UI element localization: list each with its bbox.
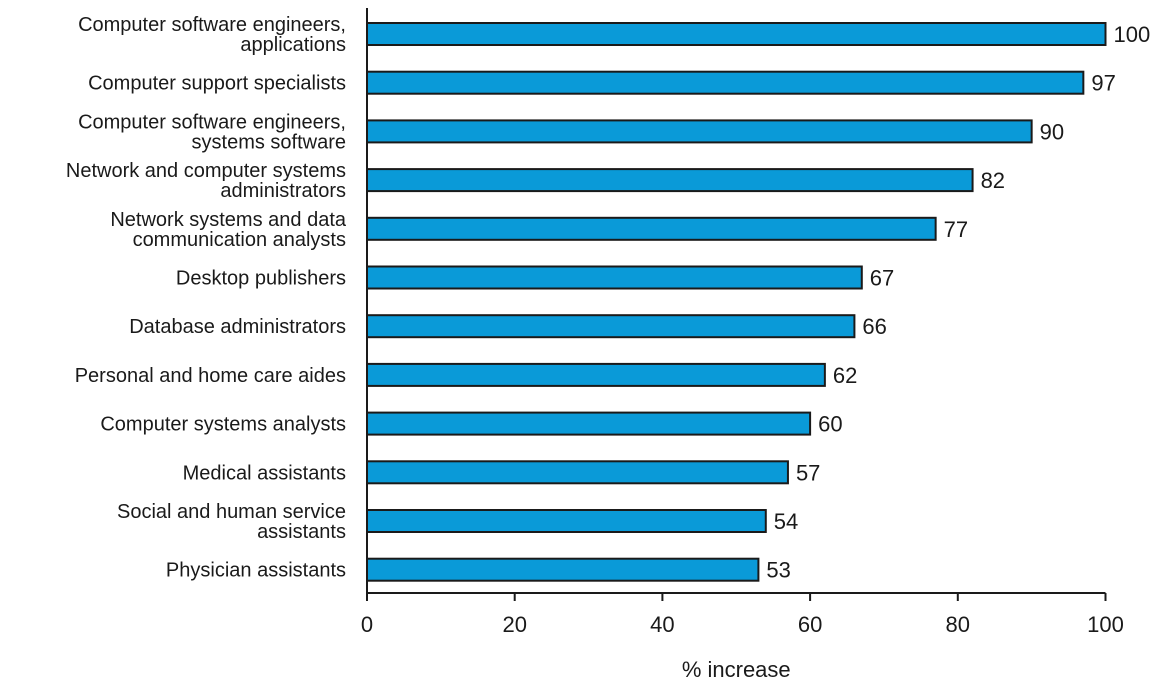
value-label: 60 [818,412,842,437]
category-label: Network systems and data communication an… [110,209,347,251]
category-label-line: Network and computer systems [66,160,346,182]
value-label: 100 [1114,22,1151,47]
value-label: 82 [981,168,1005,193]
category-label-line: Computer systems analysts [100,414,346,436]
category-label-line: Social and human service [117,501,346,523]
category-label: Computer software engineers, systems soft… [78,111,346,153]
value-label: 54 [774,509,798,534]
category-label-line: systems software [192,131,346,153]
value-label: 67 [870,266,894,291]
category-label-line: Personal and home care aides [75,365,346,387]
bar [366,362,826,387]
bar [366,411,812,436]
value-label: 62 [833,363,857,388]
category-label: Computer support specialists [88,73,346,95]
x-axis-ticks: 0 20 40 60 80 100 [361,593,1124,637]
x-axis-title: % increase [682,657,791,682]
x-tick-label: 80 [946,612,970,637]
category-label-line: Computer support specialists [88,73,346,95]
bar [366,22,1107,46]
category-labels: Computer software engineers, applications… [66,14,347,582]
value-label: 53 [766,558,790,583]
category-label: Computer systems analysts [100,414,346,436]
category-label-line: administrators [220,180,346,202]
category-label-line: Database administrators [129,316,346,338]
bar [366,314,856,339]
category-label: Network and computer systems administrato… [66,160,346,202]
value-label: 77 [944,217,968,242]
category-label: Medical assistants [183,462,346,484]
value-label: 66 [862,314,886,339]
value-label: 90 [1040,119,1064,144]
category-label-line: Computer software engineers, [78,111,346,133]
category-label: Personal and home care aides [75,365,346,387]
bar [366,168,974,193]
category-label-line: Medical assistants [183,462,346,484]
bar [366,70,1085,95]
bar [366,509,767,533]
x-tick-label: 20 [502,612,526,637]
x-tick-label: 60 [798,612,822,637]
bar [366,265,863,290]
category-label-line: Network systems and data [110,209,347,231]
category-label-line: assistants [257,521,346,543]
bars-group [366,22,1107,582]
bar [366,557,760,582]
bar [366,460,789,485]
category-label-line: Desktop publishers [176,268,346,290]
category-label-line: communication analysts [133,229,346,251]
category-label: Physician assistants [166,560,346,582]
category-label: Computer software engineers, applications [78,14,346,56]
bar [366,216,937,241]
category-label-line: Physician assistants [166,560,346,582]
x-tick-label: 0 [361,612,373,637]
category-label: Social and human service assistants [117,501,346,543]
category-label-line: applications [240,34,346,56]
x-tick-label: 40 [650,612,674,637]
category-label: Desktop publishers [176,268,346,290]
value-label: 97 [1091,71,1115,96]
category-label-line: Computer software engineers, [78,14,346,36]
x-tick-label: 100 [1087,612,1124,637]
category-label: Database administrators [129,316,346,338]
bar [366,119,1033,144]
value-label: 57 [796,460,820,485]
